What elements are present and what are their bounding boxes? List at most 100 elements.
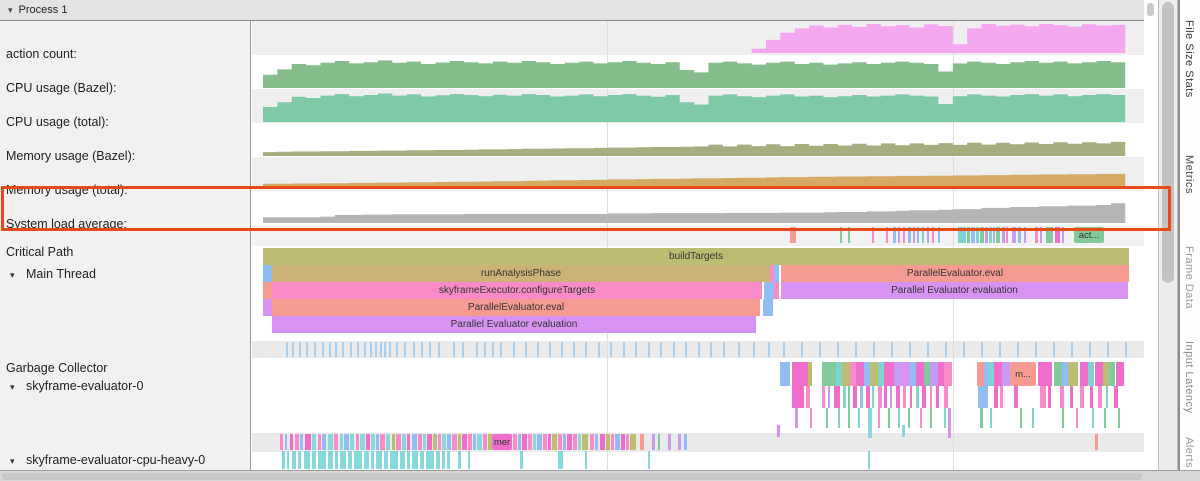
gc-tick[interactable] [1053, 342, 1055, 357]
gc-tick[interactable] [945, 342, 947, 357]
trace-slice[interactable] [292, 451, 296, 469]
gc-tick[interactable] [429, 342, 431, 357]
gc-tick[interactable] [1017, 342, 1019, 357]
gc-tick[interactable] [783, 342, 785, 357]
trace-slice[interactable] [944, 408, 946, 428]
gc-tick[interactable] [855, 342, 857, 357]
trace-slice[interactable] [1020, 408, 1022, 428]
gc-tick[interactable] [322, 342, 324, 357]
gc-tick[interactable] [585, 342, 587, 357]
gc-tick[interactable] [909, 342, 911, 357]
trace-slice[interactable] [582, 434, 588, 450]
trace-slice[interactable] [380, 434, 385, 450]
trace-slice[interactable]: Parallel Evaluator evaluation [272, 316, 756, 333]
critical-path-tick[interactable] [1046, 227, 1053, 243]
gc-tick[interactable] [370, 342, 372, 357]
tab-alerts[interactable]: Alerts [1183, 437, 1195, 469]
trace-slice[interactable] [978, 386, 988, 408]
trace-slice[interactable] [312, 434, 316, 450]
trace-slice[interactable] [606, 434, 610, 450]
trace-slice[interactable] [944, 362, 952, 386]
trace-slice[interactable]: ParallelEvaluator.eval [781, 265, 1129, 282]
trace-slice[interactable] [1038, 362, 1052, 386]
gc-tick[interactable] [1089, 342, 1091, 357]
expander-icon[interactable]: ▾ [10, 270, 15, 280]
trace-slice[interactable] [386, 434, 390, 450]
trace-slice[interactable] [285, 434, 287, 450]
gc-tick[interactable] [573, 342, 575, 357]
trace-slice[interactable] [989, 362, 994, 386]
trace-slice[interactable] [442, 434, 446, 450]
gc-tick[interactable] [873, 342, 875, 357]
trace-slice[interactable] [792, 386, 804, 408]
trace-slice[interactable] [371, 451, 374, 469]
trace-slice[interactable] [344, 434, 349, 450]
trace-slice[interactable] [304, 451, 310, 469]
trace-slice[interactable] [770, 265, 774, 282]
trace-slice[interactable] [806, 386, 810, 408]
trace-slice[interactable] [558, 434, 562, 450]
trace-slice[interactable] [924, 362, 930, 386]
trace-slice[interactable] [1080, 386, 1084, 408]
trace-slice[interactable] [903, 386, 906, 408]
trace-slice[interactable]: skyframeExecutor.configureTargets [272, 282, 762, 299]
trace-slice[interactable] [305, 434, 311, 450]
trace-slice[interactable] [458, 434, 461, 450]
gc-tick[interactable] [1107, 342, 1109, 357]
trace-slice[interactable] [558, 451, 563, 469]
gc-tick[interactable] [476, 342, 478, 357]
trace-slice[interactable] [640, 434, 644, 450]
trace-slice[interactable] [412, 434, 417, 450]
trace-slice[interactable] [684, 434, 687, 450]
trace-slice[interactable] [328, 451, 333, 469]
trace-slice[interactable] [948, 408, 951, 438]
vertical-scrollbar[interactable] [1158, 0, 1178, 470]
trace-slice[interactable] [263, 265, 272, 282]
trace-slice[interactable] [848, 408, 850, 428]
gc-tick[interactable] [335, 342, 337, 357]
trace-slice[interactable] [1090, 386, 1093, 408]
gc-tick[interactable] [635, 342, 637, 357]
gc-tick[interactable] [673, 342, 675, 357]
critical-path-tick[interactable] [993, 227, 995, 243]
critical-path-tick[interactable] [1002, 227, 1005, 243]
gc-tick[interactable] [292, 342, 294, 357]
trace-slice[interactable] [920, 408, 922, 428]
trace-slice[interactable] [994, 386, 998, 408]
trace-slice[interactable] [1032, 408, 1034, 428]
trace-slice[interactable] [522, 434, 527, 450]
trace-slice[interactable] [396, 434, 401, 450]
trace-slice[interactable] [488, 434, 492, 450]
trace-slice[interactable] [1095, 362, 1103, 386]
trace-slice[interactable] [436, 451, 440, 469]
critical-path-tick[interactable] [1006, 227, 1008, 243]
trace-slice[interactable] [1076, 408, 1078, 428]
thread-row-skyframe-evaluator-0[interactable]: ▾ skyframe-evaluator-0 [10, 379, 144, 393]
trace-slice[interactable] [578, 434, 581, 450]
trace-slice[interactable] [652, 434, 655, 450]
trace-slice[interactable] [838, 408, 840, 428]
gc-tick[interactable] [561, 342, 563, 357]
trace-slice[interactable] [350, 434, 354, 450]
trace-slice[interactable] [1070, 386, 1073, 408]
trace-slice[interactable] [595, 434, 598, 450]
trace-slice[interactable] [856, 362, 864, 386]
gc-tick[interactable] [413, 342, 415, 357]
trace-slice[interactable] [808, 362, 812, 386]
trace-slice[interactable] [868, 451, 870, 469]
trace-slice[interactable] [263, 299, 272, 316]
gc-tick[interactable] [963, 342, 965, 357]
gc-tick[interactable] [1035, 342, 1037, 357]
trace-slice[interactable] [537, 434, 542, 450]
trace-slice[interactable] [520, 451, 523, 469]
trace-slice[interactable] [1114, 386, 1118, 408]
gc-tick[interactable] [525, 342, 527, 357]
trace-slice[interactable] [280, 434, 283, 450]
gc-tick[interactable] [1071, 342, 1073, 357]
gc-tick[interactable] [484, 342, 486, 357]
gc-tick[interactable] [364, 342, 366, 357]
trace-slice[interactable] [518, 434, 521, 450]
gc-tick[interactable] [375, 342, 377, 357]
trace-slice[interactable] [290, 434, 293, 450]
gc-tick[interactable] [801, 342, 803, 357]
